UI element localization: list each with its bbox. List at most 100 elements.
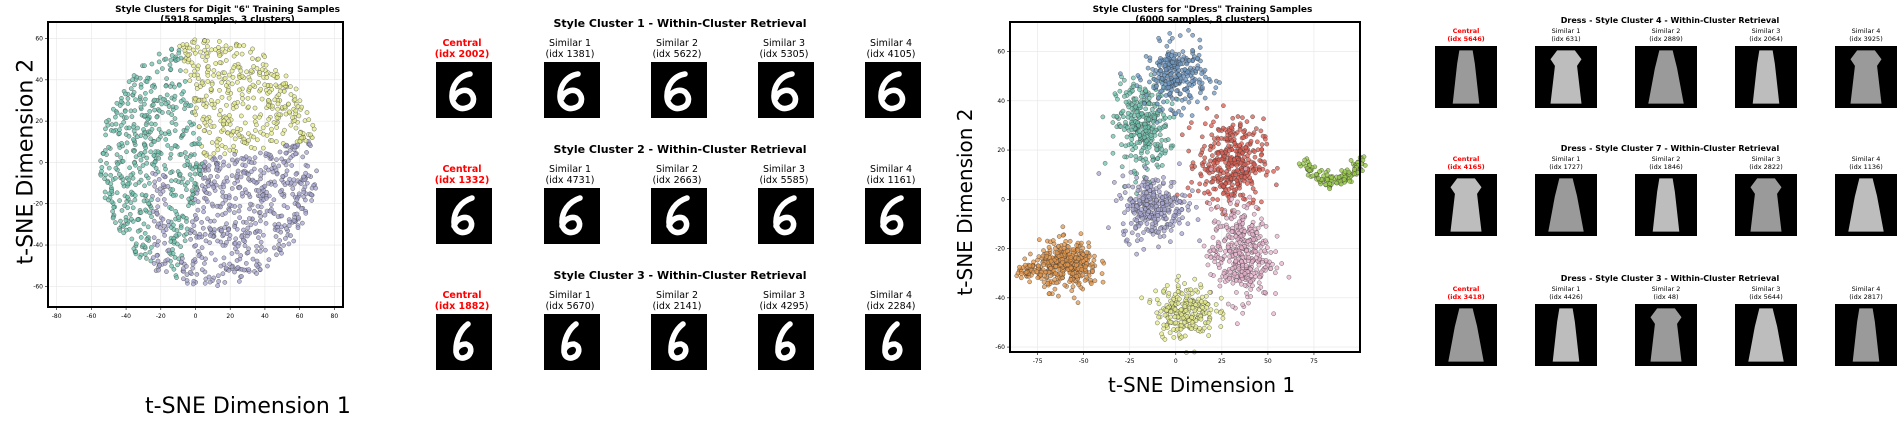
chart1-point — [261, 131, 266, 137]
chart2-point — [1163, 190, 1169, 196]
digit-thumbnail — [865, 62, 921, 118]
chart1-point — [127, 165, 132, 171]
chart2-ytick-label: -20 — [995, 246, 1005, 253]
chart1-point — [150, 255, 156, 260]
chart2-point — [1163, 67, 1169, 72]
digit-central-caption: Central (idx 1332) — [422, 164, 502, 186]
chart2-point — [1161, 180, 1166, 185]
chart1-point — [257, 70, 263, 75]
chart1-point — [207, 240, 212, 245]
chart1-point — [207, 279, 213, 285]
chart2-point — [1189, 326, 1194, 331]
chart2-point — [1141, 247, 1147, 252]
digit-thumbnail — [436, 62, 492, 118]
chart2-point — [1255, 139, 1260, 145]
chart1-point — [226, 118, 231, 124]
chart1-point — [235, 243, 241, 249]
chart1-point — [313, 185, 319, 191]
chart2-point — [1208, 143, 1214, 149]
chart1-point — [215, 212, 221, 218]
chart2-point — [1265, 245, 1270, 250]
chart1-point — [114, 110, 120, 116]
chart2-point — [1286, 274, 1292, 280]
chart1-point — [106, 165, 112, 171]
chart1-point — [138, 235, 144, 240]
chart1-point — [128, 86, 134, 91]
chart2-point — [1230, 280, 1236, 286]
chart2-point — [1162, 63, 1168, 68]
chart1-point — [186, 57, 192, 62]
chart1-point — [206, 167, 211, 173]
chart2-point — [1263, 238, 1268, 244]
dress-central-caption: Central (idx 5646) — [1430, 27, 1502, 43]
chart1-point — [279, 250, 284, 256]
chart2-point — [1160, 201, 1165, 206]
chart1-point — [137, 94, 143, 99]
digit-thumbnail — [436, 314, 492, 370]
dress-similar-caption: Similar 3 (idx 2822) — [1730, 155, 1802, 171]
chart2-point — [1143, 106, 1148, 112]
chart1-point — [178, 225, 184, 231]
chart2-point — [1121, 232, 1127, 237]
chart2-point — [1036, 254, 1042, 259]
chart1-point — [202, 120, 208, 126]
chart2-point — [1219, 156, 1225, 162]
chart1-point — [186, 203, 191, 208]
chart1-point — [196, 136, 202, 142]
dress-thumbnail — [1735, 46, 1797, 108]
chart2-point — [1143, 124, 1148, 130]
caption-label: Similar 2 — [1651, 27, 1681, 35]
chart2-point — [1262, 248, 1267, 254]
chart2-point — [1122, 154, 1127, 160]
chart2-point — [1171, 180, 1177, 185]
chart2-point — [1134, 83, 1140, 88]
chart1-point — [184, 155, 189, 160]
chart2-point — [1199, 299, 1204, 305]
chart1-point — [304, 150, 309, 155]
chart1-point — [182, 48, 188, 54]
chart1-point — [193, 50, 198, 56]
chart2-point — [1260, 259, 1265, 265]
chart2-point — [1189, 120, 1194, 125]
chart1-point — [306, 173, 311, 179]
chart2-ylabel: t-SNE Dimension 2 — [953, 108, 977, 296]
chart2-point — [1155, 156, 1160, 161]
chart1-point — [296, 202, 301, 208]
chart1-point — [133, 97, 138, 103]
chart2-point — [1136, 223, 1142, 229]
chart2-point — [1237, 219, 1242, 225]
chart1-point — [165, 257, 171, 263]
chart2-point — [1218, 247, 1223, 253]
chart2-point — [1239, 245, 1244, 250]
caption-idx: (idx 2817) — [1849, 292, 1883, 301]
chart1-point — [239, 92, 245, 97]
chart1-point — [154, 69, 160, 75]
chart2-point — [1181, 199, 1187, 205]
chart1-point — [246, 267, 252, 272]
chart1-point — [220, 271, 226, 276]
chart2-point — [1041, 248, 1046, 253]
chart1-point — [169, 263, 174, 269]
chart1-point — [128, 108, 134, 114]
caption-label: Similar 3 — [1751, 27, 1781, 35]
chart2-point — [1197, 37, 1203, 43]
chart1-point — [221, 232, 227, 237]
chart1-point — [292, 97, 298, 102]
chart2-point — [1145, 149, 1150, 155]
chart2-point — [1176, 72, 1182, 78]
chart2-point — [1243, 263, 1249, 269]
chart2-point — [1187, 82, 1192, 87]
chart2-point — [1147, 300, 1152, 305]
chart1-point — [152, 183, 157, 189]
chart1-point — [300, 154, 306, 160]
dress-thumbnail — [1635, 46, 1697, 108]
chart2-point — [1138, 211, 1143, 216]
chart1-point — [234, 258, 240, 263]
chart1-point — [269, 130, 274, 136]
chart2-point — [1234, 224, 1239, 229]
chart1-point — [102, 189, 108, 195]
chart1-point — [114, 100, 120, 106]
chart2-point — [1197, 238, 1202, 244]
chart1-point — [129, 114, 135, 119]
chart2-point — [1147, 79, 1152, 85]
